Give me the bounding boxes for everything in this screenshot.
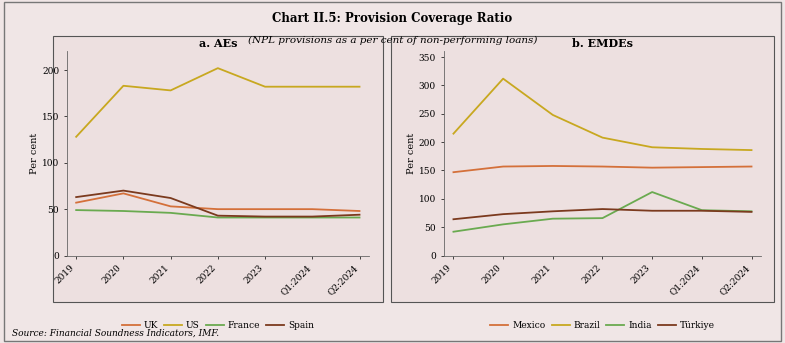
Title: a. AEs: a. AEs <box>199 38 237 49</box>
Text: Source: Financial Soundness Indicators, IMF.: Source: Financial Soundness Indicators, … <box>12 329 219 338</box>
Y-axis label: Per cent: Per cent <box>30 133 39 174</box>
Y-axis label: Per cent: Per cent <box>407 133 416 174</box>
Text: Chart II.5: Provision Coverage Ratio: Chart II.5: Provision Coverage Ratio <box>272 12 513 25</box>
Text: (NPL provisions as a per cent of non-performing loans): (NPL provisions as a per cent of non-per… <box>248 36 537 45</box>
Title: b. EMDEs: b. EMDEs <box>572 38 633 49</box>
Legend: Mexico, Brazil, India, Türkiye: Mexico, Brazil, India, Türkiye <box>487 317 718 333</box>
Legend: UK, US, France, Spain: UK, US, France, Spain <box>118 317 318 333</box>
